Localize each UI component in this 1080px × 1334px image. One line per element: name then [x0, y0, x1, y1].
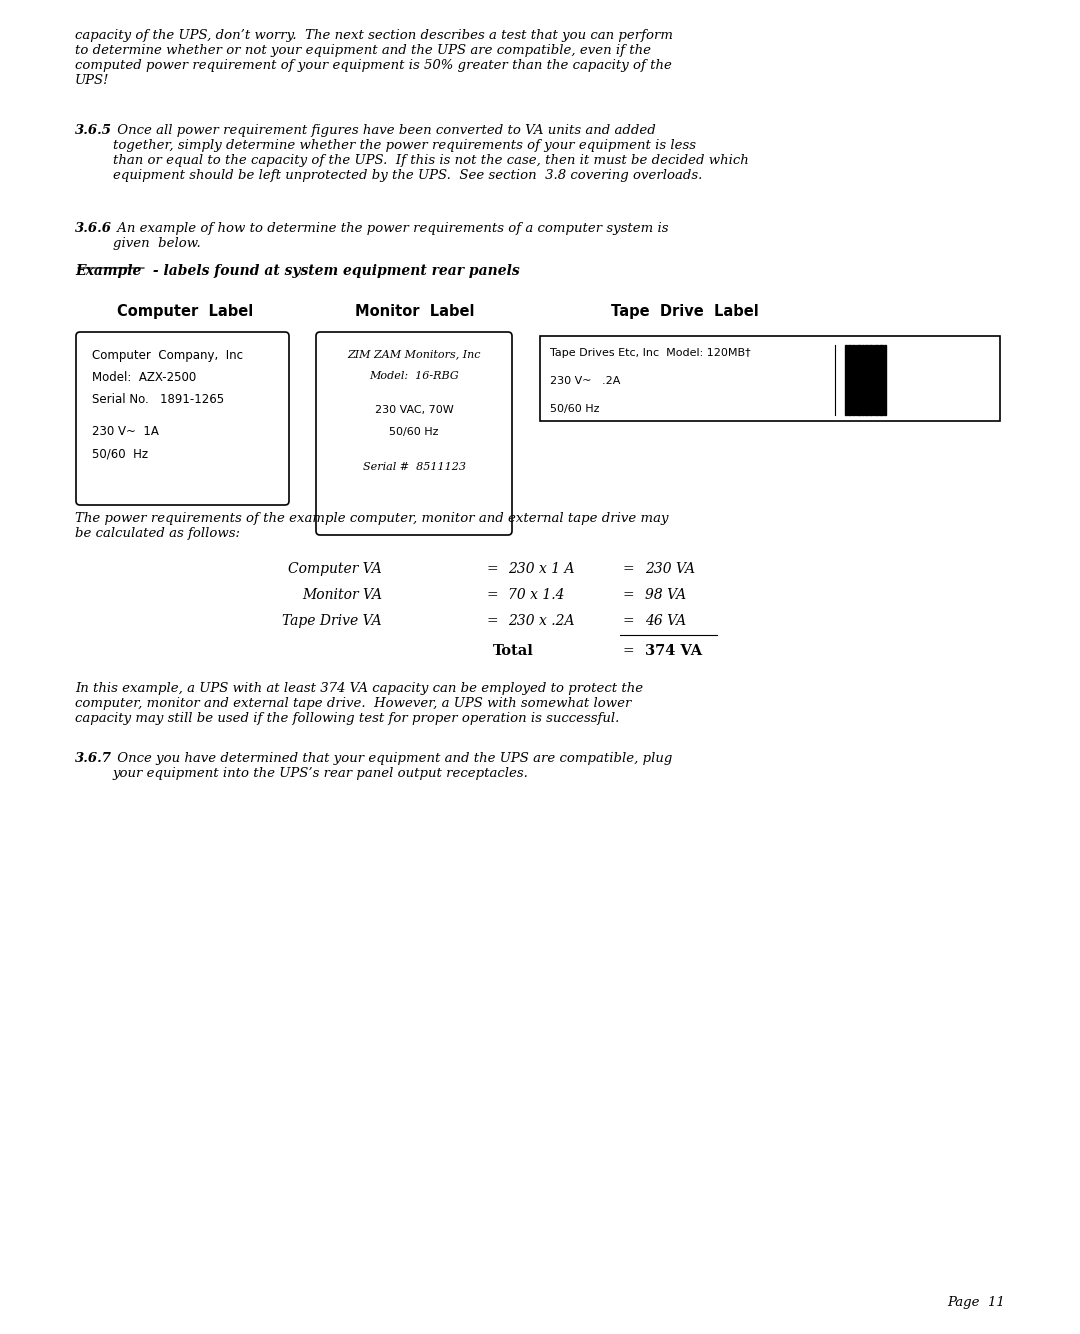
Text: =: =: [486, 614, 498, 628]
Text: Tape  Drive  Label: Tape Drive Label: [611, 304, 759, 319]
Text: 230 x 1 A: 230 x 1 A: [508, 562, 575, 576]
Text: Tape Drives Etc, Inc  Model: 120MB†: Tape Drives Etc, Inc Model: 120MB†: [550, 348, 751, 358]
FancyBboxPatch shape: [316, 332, 512, 535]
Text: 3.6.5: 3.6.5: [75, 124, 112, 137]
Text: 374 VA: 374 VA: [645, 644, 702, 658]
Text: 230 VA: 230 VA: [645, 562, 696, 576]
Text: Page  11: Page 11: [947, 1297, 1005, 1309]
Bar: [848, 346, 851, 415]
Text: Model:  16-RBG: Model: 16-RBG: [369, 371, 459, 382]
Text: 50/60  Hz: 50/60 Hz: [92, 447, 148, 460]
Bar: [869, 346, 872, 415]
Text: =: =: [486, 588, 498, 602]
Text: The power requirements of the example computer, monitor and external tape drive : The power requirements of the example co…: [75, 512, 669, 540]
Text: - labels found at system equipment rear panels: - labels found at system equipment rear …: [148, 264, 519, 277]
Text: =: =: [622, 562, 634, 576]
FancyBboxPatch shape: [540, 336, 1000, 422]
Text: Tape Drive VA: Tape Drive VA: [282, 614, 382, 628]
Text: 230 x .2A: 230 x .2A: [508, 614, 575, 628]
Text: Once you have determined that your equipment and the UPS are compatible, plug
yo: Once you have determined that your equip…: [113, 752, 673, 780]
Text: capacity of the UPS, don’t worry.  The next section describes a test that you ca: capacity of the UPS, don’t worry. The ne…: [75, 29, 673, 87]
Text: 50/60 Hz: 50/60 Hz: [550, 404, 599, 414]
Bar: [873, 346, 875, 415]
Text: Example: Example: [75, 264, 141, 277]
Bar: [863, 346, 864, 415]
Text: =: =: [622, 644, 634, 658]
Text: Monitor  Label: Monitor Label: [355, 304, 475, 319]
Text: Computer  Company,  Inc: Computer Company, Inc: [92, 350, 243, 362]
Text: 230 V~   .2A: 230 V~ .2A: [550, 376, 620, 386]
Text: Once all power requirement figures have been converted to VA units and added
tog: Once all power requirement figures have …: [113, 124, 748, 181]
Text: 230 VAC, 70W: 230 VAC, 70W: [375, 406, 454, 415]
Bar: [865, 346, 868, 415]
Text: Computer  Label: Computer Label: [117, 304, 253, 319]
Bar: [876, 346, 878, 415]
Text: 98 VA: 98 VA: [645, 588, 686, 602]
Text: 46 VA: 46 VA: [645, 614, 686, 628]
Bar: [879, 346, 883, 415]
Text: 50/60 Hz: 50/60 Hz: [389, 427, 438, 438]
Bar: [854, 346, 856, 415]
Bar: [852, 346, 853, 415]
Text: Monitor VA: Monitor VA: [302, 588, 382, 602]
Bar: [858, 346, 862, 415]
Text: 3.6.7: 3.6.7: [75, 752, 112, 764]
Bar: [845, 346, 847, 415]
Text: Total: Total: [494, 644, 534, 658]
Text: 230 V~  1A: 230 V~ 1A: [92, 426, 159, 438]
Text: 70 x 1.4: 70 x 1.4: [508, 588, 565, 602]
Text: Serial #  8511123: Serial # 8511123: [363, 462, 465, 472]
Text: 3.6.6: 3.6.6: [75, 221, 112, 235]
FancyBboxPatch shape: [76, 332, 289, 506]
Text: An example of how to determine the power requirements of a computer system is
gi: An example of how to determine the power…: [113, 221, 669, 249]
Text: =: =: [622, 588, 634, 602]
Bar: [885, 346, 887, 415]
Text: In this example, a UPS with at least 374 VA capacity can be employed to protect : In this example, a UPS with at least 374…: [75, 682, 643, 724]
Text: =: =: [622, 614, 634, 628]
Text: Computer VA: Computer VA: [288, 562, 382, 576]
Text: Model:  AZX-2500: Model: AZX-2500: [92, 371, 197, 384]
Text: Serial No.   1891-1265: Serial No. 1891-1265: [92, 394, 225, 406]
Text: ZIM ZAM Monitors, Inc: ZIM ZAM Monitors, Inc: [348, 350, 481, 359]
Text: =: =: [486, 562, 498, 576]
